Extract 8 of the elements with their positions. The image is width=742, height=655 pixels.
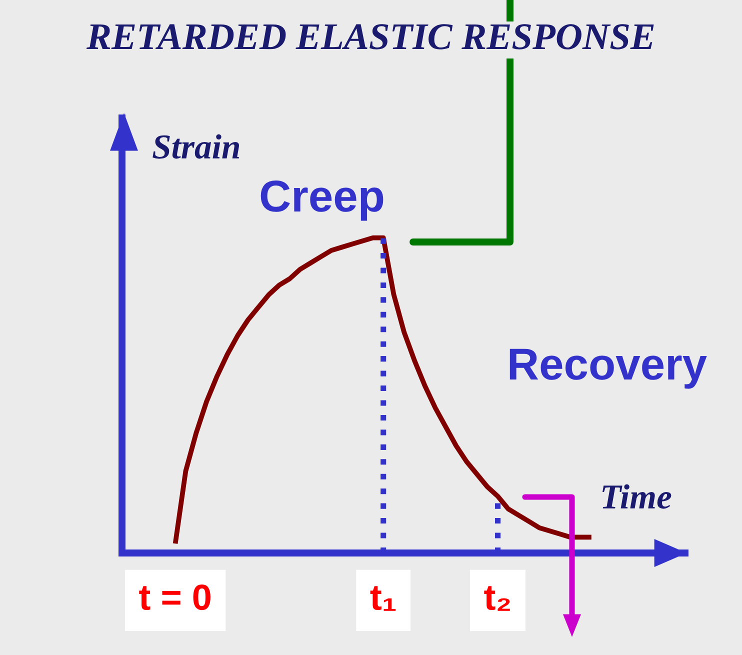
y-axis-title: Strain xyxy=(152,134,240,159)
x-tick-label: t₂ xyxy=(484,586,510,611)
x-tick-label: t = 0 xyxy=(139,584,210,610)
annotation: Recovery xyxy=(510,348,707,389)
x-axis-title: Time xyxy=(602,484,672,509)
x-tick-label: t₁ xyxy=(370,586,396,611)
chart-title: RETARDED ELASTIC RESPONSE xyxy=(86,24,654,50)
text: Creep xyxy=(260,180,384,221)
